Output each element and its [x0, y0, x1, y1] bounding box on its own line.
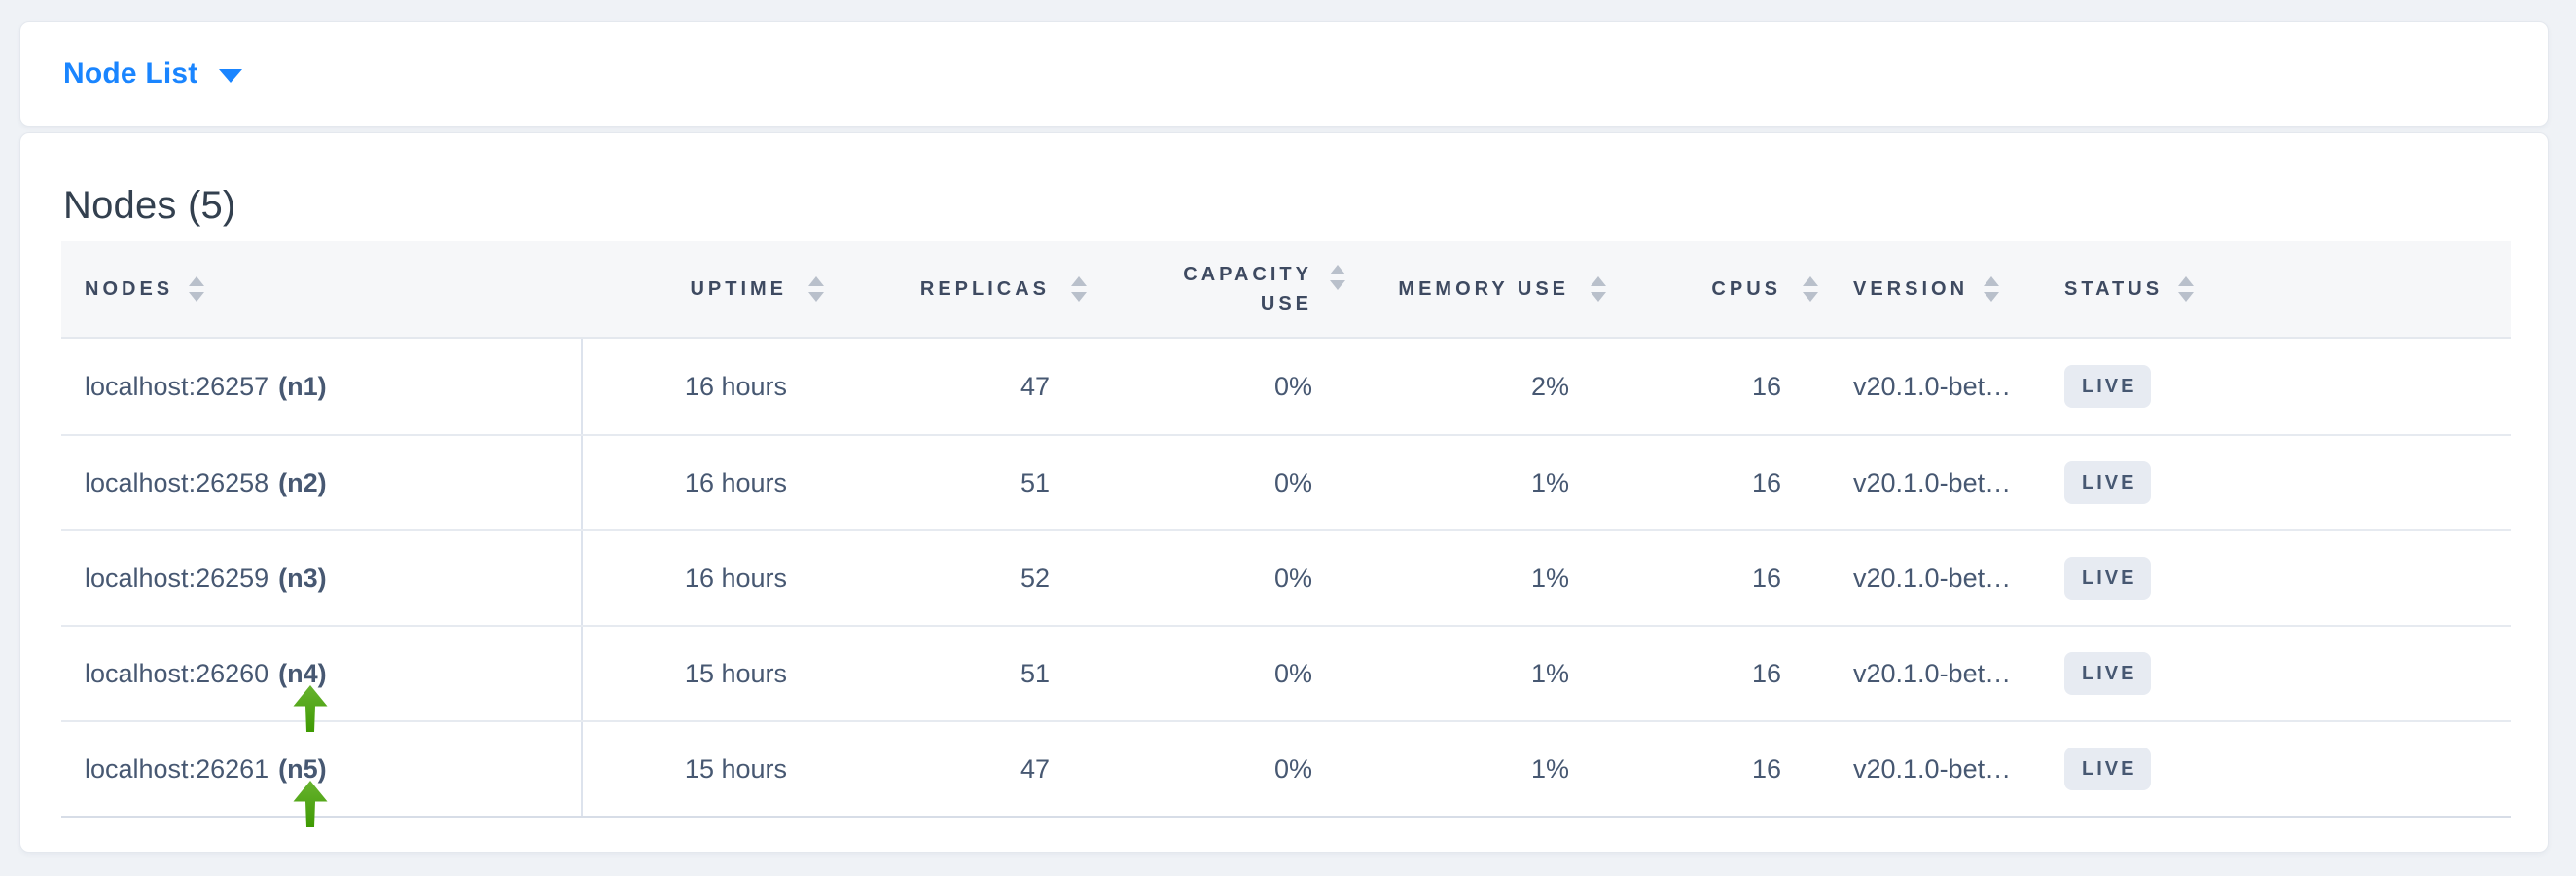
status-cell: LIVE — [2039, 436, 2511, 529]
status-badge: LIVE — [2064, 652, 2152, 695]
node-address-cell: localhost:26259 (n3) — [61, 531, 583, 625]
node-address: localhost:26261 — [85, 753, 269, 784]
replicas-cell: 47 — [1020, 753, 1050, 784]
cpus-cell: 16 — [1751, 467, 1781, 497]
cpus-cell: 16 — [1751, 753, 1781, 784]
uptime-cell: 16 hours — [684, 467, 787, 497]
sort-icon[interactable] — [2178, 276, 2195, 302]
page-title: Nodes (5) — [63, 184, 236, 227]
column-header-status[interactable]: STATUS — [2039, 241, 2511, 337]
node-id: (n5) — [278, 753, 327, 784]
sort-icon[interactable] — [1803, 276, 1818, 302]
version-cell: v20.1.0-bet… — [1853, 753, 2012, 784]
uptime-cell: 16 hours — [684, 563, 787, 593]
status-cell: LIVE — [2039, 627, 2511, 720]
replicas-cell: 47 — [1020, 371, 1050, 401]
sort-icon[interactable] — [1330, 265, 1345, 290]
capacity-use-cell: 0% — [1273, 753, 1312, 784]
cpus-cell: 16 — [1751, 563, 1781, 593]
green-up-arrow-icon — [293, 781, 328, 827]
node-address: localhost:26260 — [85, 658, 269, 688]
topbar-card: Node List — [19, 21, 2549, 127]
capacity-use-cell: 0% — [1273, 563, 1312, 593]
uptime-cell: 15 hours — [684, 753, 787, 784]
uptime-cell: 16 hours — [684, 371, 787, 401]
node-id: (n2) — [278, 467, 327, 497]
column-header-version[interactable]: VERSION — [1781, 241, 2039, 337]
column-header-cpus[interactable]: CPUS — [1569, 241, 1818, 337]
column-header-memory-use[interactable]: MEMORY USE — [1312, 241, 1606, 337]
table-row: localhost:26258 (n2) 16 hours 51 0% 1% 1… — [61, 434, 2511, 529]
version-cell: v20.1.0-bet… — [1853, 467, 2012, 497]
node-address-cell: localhost:26258 (n2) — [61, 436, 583, 529]
table-row: localhost:26261 (n5) 15 hours 47 0% 1% 1… — [61, 720, 2511, 816]
node-address: localhost:26258 — [85, 467, 269, 497]
replicas-cell: 51 — [1020, 658, 1050, 688]
memory-use-cell: 2% — [1530, 371, 1569, 401]
version-cell: v20.1.0-bet… — [1853, 563, 2012, 593]
replicas-cell: 52 — [1020, 563, 1050, 593]
table-row: localhost:26260 (n4) 15 hours 51 0% 1% 1… — [61, 625, 2511, 720]
status-badge: LIVE — [2064, 557, 2152, 600]
sort-icon[interactable] — [808, 276, 824, 302]
status-badge: LIVE — [2064, 365, 2152, 408]
table-body: localhost:26257 (n1) 16 hours 47 0% 2% 1… — [61, 339, 2511, 818]
node-address-cell: localhost:26257 (n1) — [61, 339, 583, 434]
caret-down-icon — [219, 69, 243, 83]
table-header-row: NODES UPTIME REPLICAS CAPACITY USE MEMOR — [61, 241, 2511, 339]
sort-icon[interactable] — [1591, 276, 1606, 302]
green-up-arrow-icon — [293, 685, 328, 732]
node-id: (n1) — [278, 371, 327, 401]
status-cell: LIVE — [2039, 531, 2511, 625]
uptime-cell: 15 hours — [684, 658, 787, 688]
memory-use-cell: 1% — [1530, 563, 1569, 593]
sort-icon[interactable] — [1071, 276, 1087, 302]
replicas-cell: 51 — [1020, 467, 1050, 497]
node-list-dropdown[interactable]: Node List — [20, 22, 243, 126]
cpus-cell: 16 — [1751, 371, 1781, 401]
node-address: localhost:26259 — [85, 563, 269, 593]
column-header-capacity-use[interactable]: CAPACITY USE — [1050, 241, 1345, 337]
status-badge: LIVE — [2064, 748, 2152, 790]
nodes-card: Nodes (5) NODES UPTIME REPLICAS CAPACITY… — [19, 132, 2549, 853]
version-cell: v20.1.0-bet… — [1853, 658, 2012, 688]
version-cell: v20.1.0-bet… — [1853, 371, 2012, 401]
memory-use-cell: 1% — [1530, 753, 1569, 784]
table-row: localhost:26257 (n1) 16 hours 47 0% 2% 1… — [61, 339, 2511, 434]
status-cell: LIVE — [2039, 722, 2511, 816]
sort-icon[interactable] — [1984, 276, 2000, 302]
node-address-cell: localhost:26261 (n5) — [61, 722, 583, 816]
status-cell: LIVE — [2039, 339, 2511, 434]
node-id: (n3) — [278, 563, 327, 593]
capacity-use-cell: 0% — [1273, 467, 1312, 497]
cpus-cell: 16 — [1751, 658, 1781, 688]
node-address-cell: localhost:26260 (n4) — [61, 627, 583, 720]
capacity-use-cell: 0% — [1273, 371, 1312, 401]
column-header-replicas[interactable]: REPLICAS — [787, 241, 1087, 337]
status-badge: LIVE — [2064, 461, 2152, 504]
sort-icon[interactable] — [189, 276, 205, 302]
memory-use-cell: 1% — [1530, 658, 1569, 688]
node-list-dropdown-label: Node List — [63, 57, 198, 90]
column-header-uptime[interactable]: UPTIME — [583, 241, 824, 337]
nodes-table: NODES UPTIME REPLICAS CAPACITY USE MEMOR — [61, 241, 2511, 827]
node-id: (n4) — [278, 658, 327, 688]
column-header-nodes[interactable]: NODES — [61, 241, 583, 337]
node-address: localhost:26257 — [85, 371, 269, 401]
memory-use-cell: 1% — [1530, 467, 1569, 497]
table-row: localhost:26259 (n3) 16 hours 52 0% 1% 1… — [61, 529, 2511, 625]
capacity-use-cell: 0% — [1273, 658, 1312, 688]
